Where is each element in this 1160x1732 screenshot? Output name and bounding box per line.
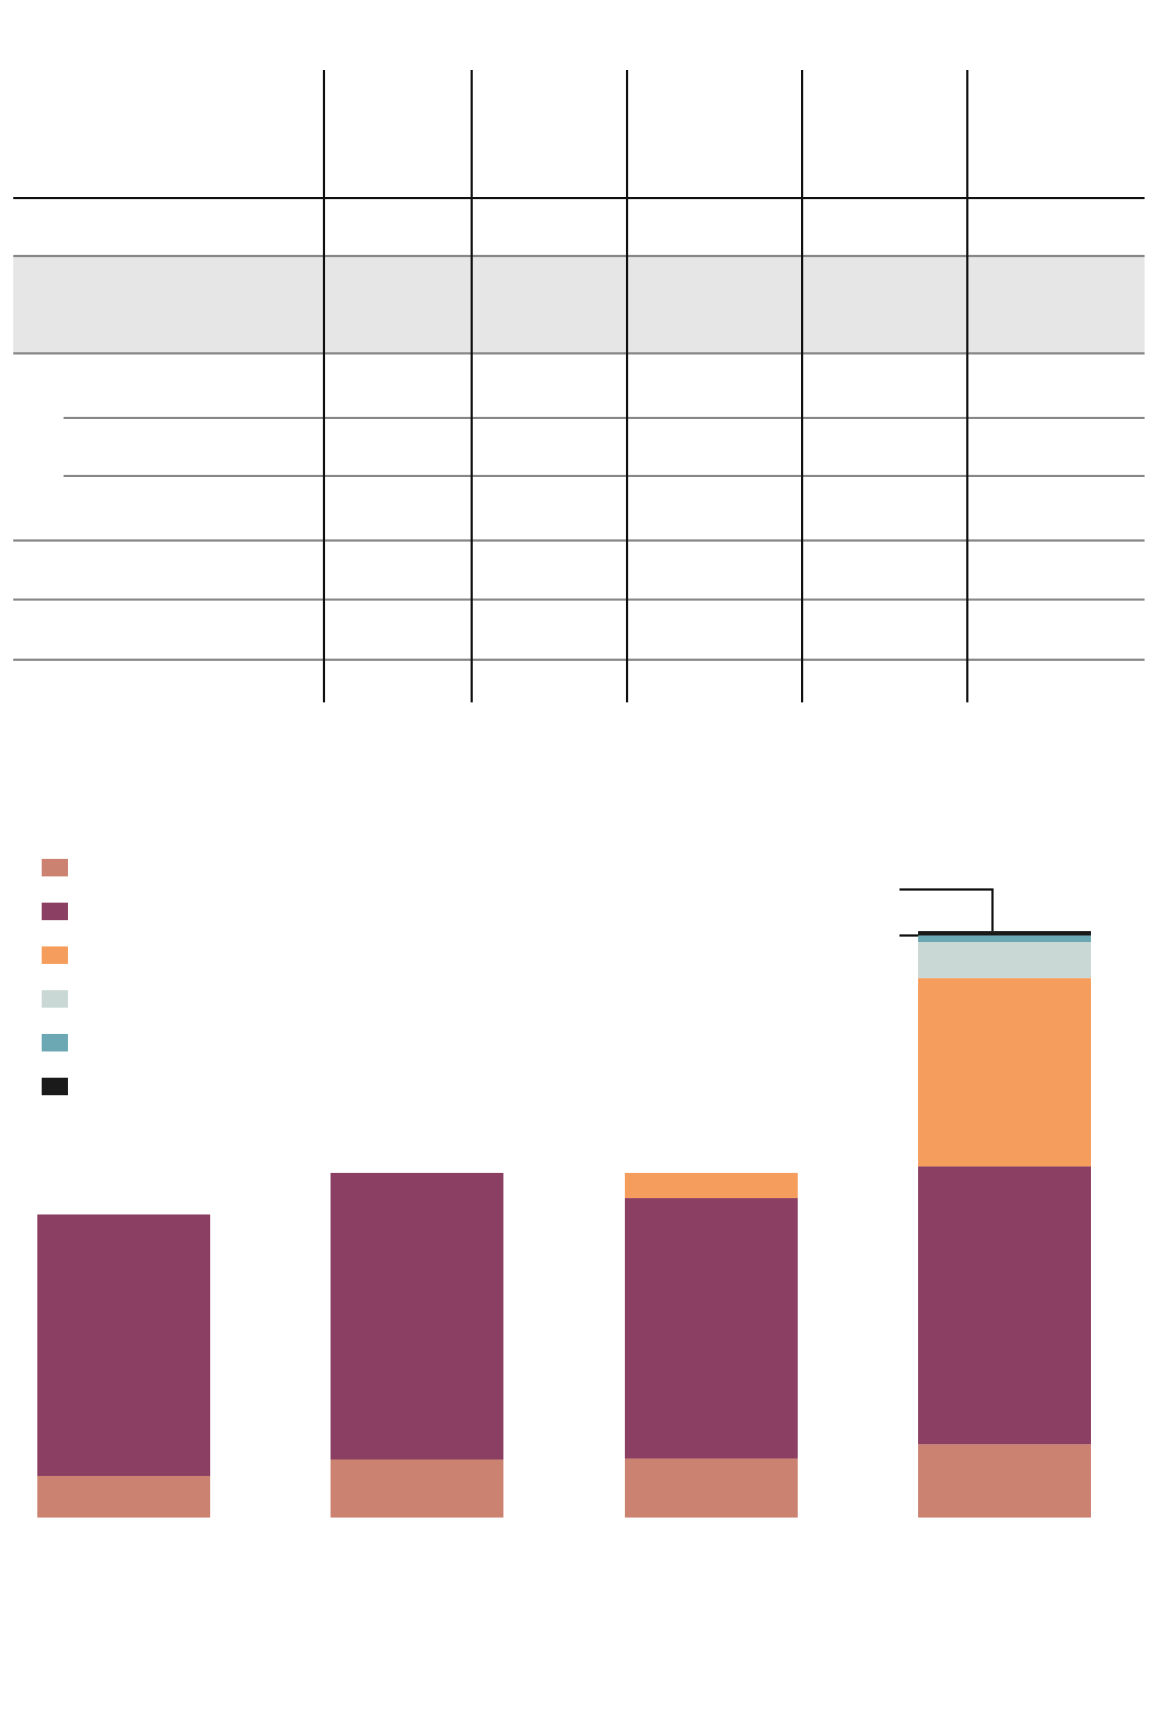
legend-swatch [41, 858, 68, 877]
legend-swatch [41, 902, 68, 921]
bracket-line [899, 888, 994, 932]
legend-swatch [41, 1077, 68, 1096]
bar-segment [918, 1166, 1091, 1445]
bar-segment [37, 1214, 211, 1476]
table [13, 70, 1145, 703]
bar-segment [624, 1458, 798, 1518]
bar-segment [918, 978, 1091, 1167]
bar-segment [624, 1172, 798, 1199]
legend-swatch [41, 1033, 68, 1052]
bar-segment [330, 1172, 504, 1460]
bar-segment [918, 935, 1091, 943]
table-band [13, 256, 1145, 354]
legend-swatch [41, 990, 68, 1008]
bar-segment [918, 942, 1091, 979]
annotation-bracket [899, 888, 994, 937]
bar-segment [624, 1198, 798, 1459]
bar-segment [37, 1475, 211, 1518]
bar-segment [918, 1444, 1091, 1518]
bar-segment [330, 1459, 504, 1518]
legend-swatch [41, 946, 68, 964]
bar-segment [918, 931, 1091, 936]
